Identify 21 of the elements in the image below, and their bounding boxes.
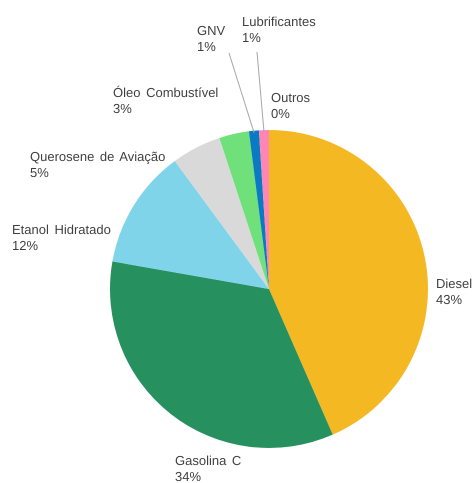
slice-label: Óleo Combustível <box>113 84 218 100</box>
slice-label: Etanol Hidratado <box>12 222 111 236</box>
pie-slice <box>269 130 428 435</box>
slice-label: GNV <box>197 22 226 38</box>
pie-slice <box>110 261 333 448</box>
data-label: 5% <box>30 164 50 180</box>
data-label: 1% <box>242 30 262 44</box>
data-label: 3% <box>113 100 132 116</box>
category-label: Outros <box>271 90 310 104</box>
slice-label: Lubrificantes <box>242 14 316 28</box>
slice-label: Gasolina C <box>175 452 242 468</box>
data-label: 12% <box>12 238 38 252</box>
slice-label: Diesel <box>436 276 472 290</box>
pie-slice <box>219 131 269 289</box>
text: 0% <box>271 106 290 120</box>
pie-slice <box>174 138 269 289</box>
data-label: 1% <box>197 38 216 54</box>
pie-slice <box>248 130 269 289</box>
slice-label: Querosene de Aviação <box>30 148 166 164</box>
data-label: 43% <box>436 292 462 306</box>
data-label: 34% <box>175 468 202 483</box>
